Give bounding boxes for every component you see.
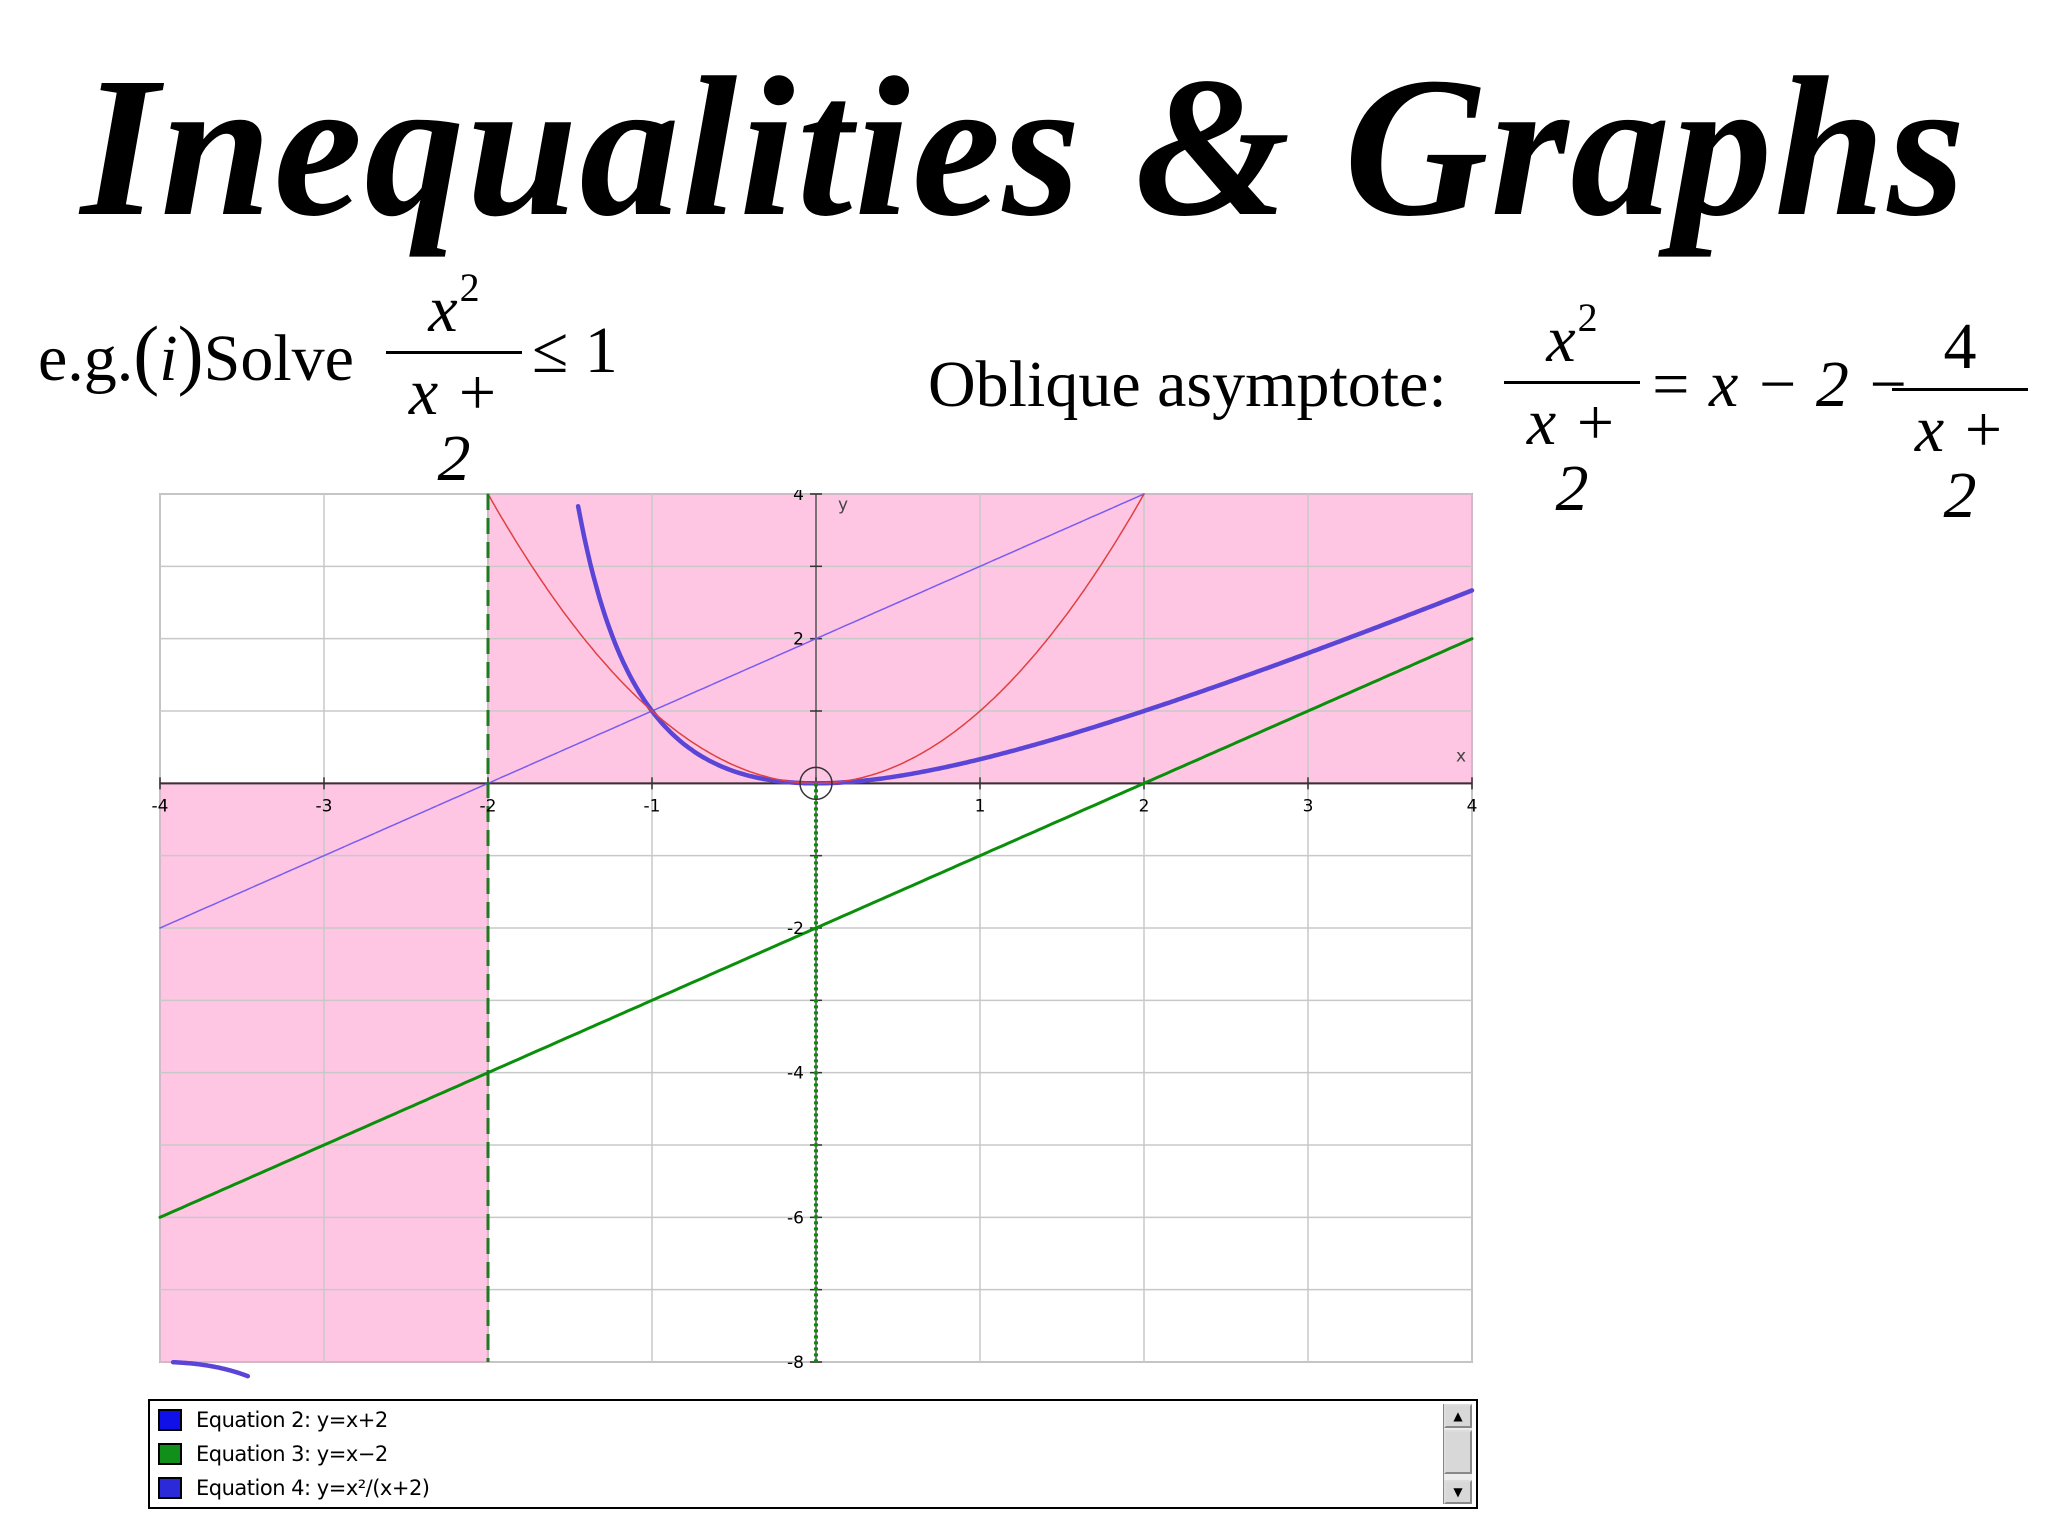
series-line <box>575 503 1475 786</box>
asymptote-rhs-fraction: 4 x + 2 <box>1892 314 2028 529</box>
legend-label: Equation 3: y=x−2 <box>196 1442 388 1466</box>
x-axis-label: x <box>1456 746 1466 766</box>
example-denominator: x + 2 <box>408 356 500 495</box>
asymptote-rhs-num: 4 <box>1943 310 1977 383</box>
asymptote-label: Oblique asymptote: <box>928 348 1447 421</box>
scroll-up-button[interactable]: ▲ <box>1444 1404 1472 1428</box>
equation-legend: Equation 2: y=x+2 Equation 3: y=x−2 Equa… <box>148 1399 1478 1509</box>
y-tick-label: -8 <box>787 1353 804 1373</box>
asymptote-lhs-num-exp: 2 <box>1577 295 1598 340</box>
paren-close: ) <box>177 310 204 397</box>
index-i: i <box>159 322 178 395</box>
eg-text: e.g. <box>38 322 134 395</box>
solve-word: Solve <box>203 322 354 395</box>
asymptote-lhs-bar <box>1504 381 1640 384</box>
example-prefix: e.g.(i)Solve <box>38 315 354 393</box>
scroll-thumb[interactable] <box>1444 1430 1472 1474</box>
x-tick-label: -2 <box>480 796 497 816</box>
y-tick-label: 2 <box>793 630 804 650</box>
example-relation: ≤ 1 <box>532 314 618 387</box>
x-tick-label: -3 <box>316 796 333 816</box>
paren-open: ( <box>133 310 160 397</box>
y-axis-label: y <box>838 495 848 515</box>
asymptote-rhs-bar <box>1892 388 2028 391</box>
scroll-down-button[interactable]: ▼ <box>1444 1480 1472 1504</box>
x-tick-label: 4 <box>1467 796 1478 816</box>
asymptote-rhs-den: x + 2 <box>1914 393 2006 532</box>
page-title: Inequalities & Graphs <box>80 37 1968 258</box>
x-tick-label: -4 <box>152 796 169 816</box>
x-tick-label: 2 <box>1139 796 1150 816</box>
legend-scrollbar[interactable]: ▲ ▼ <box>1443 1404 1472 1504</box>
legend-swatch <box>158 1409 182 1431</box>
y-tick-label: -4 <box>787 1064 804 1084</box>
legend-item[interactable]: Equation 2: y=x+2 <box>158 1405 388 1435</box>
legend-item[interactable]: Equation 3: y=x−2 <box>158 1439 388 1469</box>
asymptote-lhs-fraction: x2 x + 2 <box>1504 298 1640 522</box>
y-tick-label: -2 <box>787 919 804 939</box>
legend-item[interactable]: Equation 4: y=x²/(x+2) <box>158 1473 430 1503</box>
marked-point <box>799 766 833 801</box>
series-line <box>487 493 1145 785</box>
y-tick-label: 4 <box>793 490 804 505</box>
graph-plot: -4 -3 -2 -1 1 2 3 4 4 2 -2 -4 -6 -8 x y <box>152 490 1478 1379</box>
example-fraction: x2 x + 2 <box>386 268 522 492</box>
asymptote-middle: = x − 2 − <box>1648 348 1910 421</box>
x-tick-label: 3 <box>1303 796 1314 816</box>
asymptote-lhs-num-var: x <box>1546 303 1576 376</box>
y-tick-label: -6 <box>787 1208 804 1228</box>
legend-swatch <box>158 1443 182 1465</box>
legend-label: Equation 2: y=x+2 <box>196 1408 388 1432</box>
legend-swatch <box>158 1477 182 1499</box>
example-num-exp: 2 <box>459 265 480 310</box>
example-fraction-bar <box>386 351 522 354</box>
x-tick-label: 1 <box>975 796 986 816</box>
asymptote-lhs-den: x + 2 <box>1526 386 1618 525</box>
series-line <box>170 1359 251 1379</box>
legend-label: Equation 4: y=x²/(x+2) <box>196 1476 430 1500</box>
example-num-var: x <box>428 273 458 346</box>
x-tick-label: -1 <box>644 796 661 816</box>
